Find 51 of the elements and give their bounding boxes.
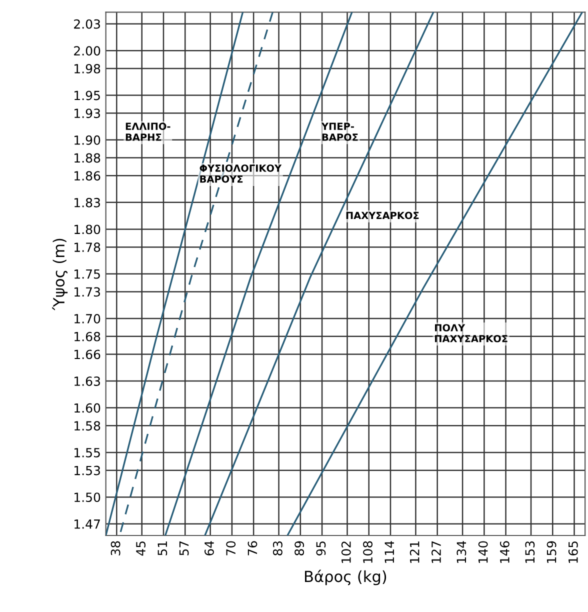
x-tick-label: 153 [525,541,535,563]
x-tick-label: 108 [363,541,372,563]
x-axis-title: Βάρος (kg) [305,570,386,586]
y-tick-label: 1.58 [74,421,100,431]
x-tick-label: 140 [478,541,488,563]
y-tick-label: 1.47 [74,520,100,529]
annotation: ΦΥΣΙΟΛΟΓΙΚΟΥ ΒΑΡΟΥΣ [200,164,282,183]
annotation: ΠΟΛΥ ΠΑΧΥΣΑΡΚΟΣ [435,324,508,342]
x-tick-label: 89 [294,541,304,556]
x-tick-label: 45 [136,541,146,556]
x-tick-label: 146 [500,541,510,563]
y-tick-label: 1.73 [74,287,100,297]
x-tick-label: 114 [384,541,394,563]
y-tick-label: 1.55 [74,448,100,458]
x-tick-label: 70 [226,541,236,556]
x-tick-label: 134 [456,541,466,563]
y-tick-label: 1.90 [74,135,100,145]
y-tick-label: 2.00 [74,46,100,56]
x-tick-label: 127 [432,541,441,563]
y-tick-label: 1.86 [74,171,100,181]
y-tick-label: 1.83 [74,198,100,208]
y-tick-label: 1.70 [74,314,100,324]
y-tick-label: 1.93 [74,108,100,118]
annotation: ΠΑΧΥΣΑΡΚΟΣ [346,212,419,220]
x-tick-label: 159 [546,541,556,563]
y-tick-label: 1.75 [74,270,100,279]
y-tick-label: 1.95 [74,90,100,100]
annotation: ΥΠΕΡ- ΒΑΡΟΣ [321,122,358,141]
x-tick-label: 95 [316,541,326,556]
x-tick-label: 165 [568,541,578,563]
x-tick-label: 102 [341,542,351,563]
y-tick-label: 1.50 [74,492,100,502]
y-tick-label: 1.66 [74,350,100,360]
y-tick-label: 1.80 [74,224,100,234]
annotation: ΕΛΛΙΠΟ- ΒΑΡΗΣ [126,122,170,141]
y-tick-label: 2.03 [74,19,100,29]
y-tick-label: 1.98 [74,64,100,74]
x-tick-label: 38 [110,541,120,556]
x-tick-label: 83 [272,541,282,556]
y-tick-label: 1.60 [74,403,100,413]
y-tick-label: 1.68 [74,332,100,342]
x-tick-label: 64 [204,541,214,556]
x-tick-label: 121 [410,542,420,563]
x-tick-label: 76 [248,541,258,556]
y-tick-label: 1.88 [74,153,100,163]
x-tick-label: 51 [158,542,168,556]
y-tick-label: 1.53 [74,466,100,476]
x-tick-label: 57 [179,541,189,556]
y-axis-title: Ύψος (m) [52,238,68,310]
y-tick-label: 1.78 [74,242,100,252]
y-tick-label: 1.63 [74,376,100,386]
